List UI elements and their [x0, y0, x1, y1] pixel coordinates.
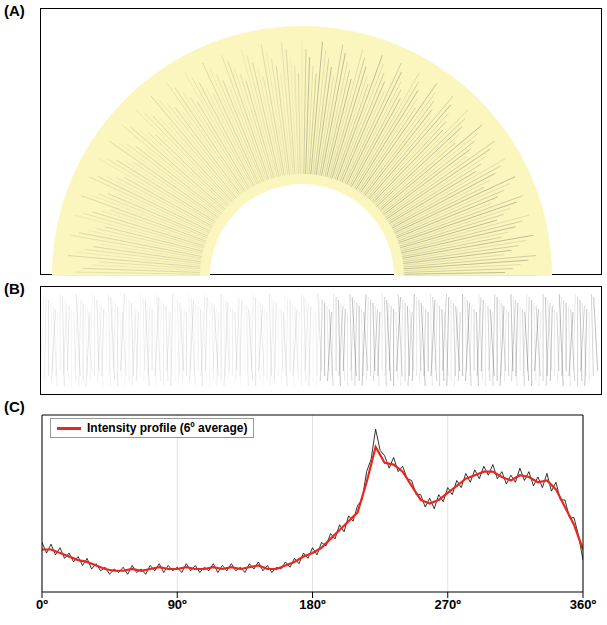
- svg-text:90º: 90º: [168, 597, 187, 612]
- html-text:(A): (A): [4, 2, 25, 19]
- svg-text:270º: 270º: [435, 597, 462, 612]
- html-text:Intensity profile (6º average): Intensity profile (6º average): [87, 421, 248, 435]
- svg-text:0º: 0º: [36, 597, 48, 612]
- html-text:(C): (C): [4, 398, 25, 415]
- svg-text:360º: 360º: [570, 597, 597, 612]
- svg-text:180º: 180º: [299, 597, 326, 612]
- html-text:(B): (B): [4, 280, 25, 297]
